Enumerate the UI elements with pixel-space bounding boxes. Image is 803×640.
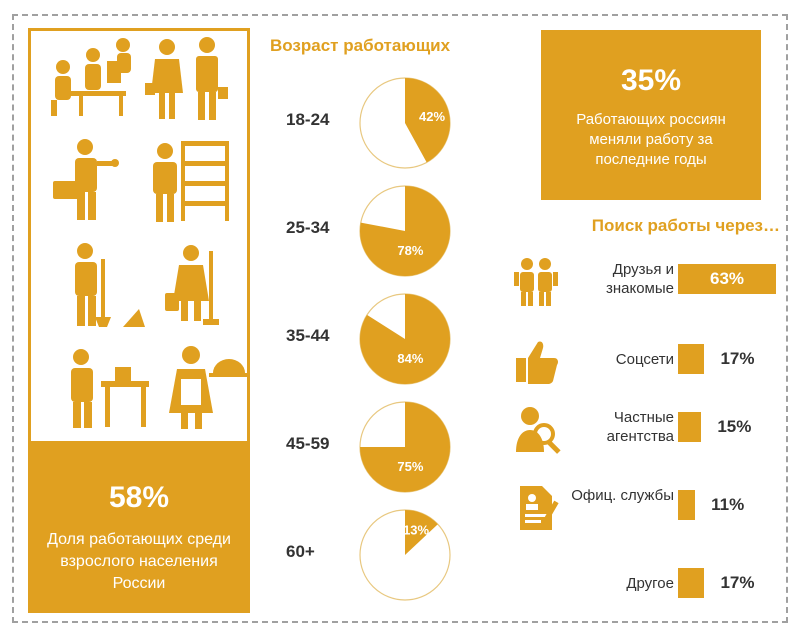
job-search-row: Соцсети 17% <box>512 336 782 396</box>
job-search-row: Офиц. службы 11% <box>512 482 782 542</box>
waitress-icon <box>169 346 247 429</box>
job-search-bar <box>678 490 696 520</box>
job-search-row: Друзья и знакомые 63% <box>512 256 782 316</box>
shop-assistant-icon <box>153 141 229 222</box>
age-pie-row: 35-44 84% <box>270 292 470 388</box>
office-workers-icon <box>51 38 131 116</box>
age-group-label: 25-34 <box>286 218 330 237</box>
job-search-row: Другое 17% <box>512 560 782 620</box>
friends-icon <box>514 258 558 306</box>
job-search-value-label: 17% <box>720 349 755 368</box>
pie-value-label: 84% <box>397 351 423 366</box>
pie-slice <box>405 78 450 163</box>
left-panel: 58% Доля работающих среди взрослого насе… <box>28 28 250 613</box>
age-group-label: 18-24 <box>286 110 330 129</box>
employment-share-value: 58% <box>108 481 170 514</box>
age-pie: 42% <box>359 77 451 169</box>
job-change-value: 35% <box>620 64 682 97</box>
pie-value-label: 42% <box>419 109 445 124</box>
job-search-category-label: Соцсети <box>615 351 674 368</box>
job-search-icon-wrap <box>512 404 562 456</box>
repairman-icon <box>53 139 119 220</box>
age-pie-row: 60+ 13% <box>270 508 470 604</box>
age-group-label: 45-59 <box>286 434 330 453</box>
job-search-bar <box>678 412 702 442</box>
pie-value-label: 78% <box>397 243 423 258</box>
job-search-icon-wrap <box>512 256 562 308</box>
janitor-icon <box>75 243 145 327</box>
job-search-value-label: 63% <box>709 269 745 288</box>
age-pie: 78% <box>359 185 451 277</box>
occupations-icons <box>31 31 247 441</box>
employment-share-label: Доля работающих среди взрослого населени… <box>47 531 231 592</box>
pie-slice <box>405 510 438 555</box>
job-search-bar <box>678 264 776 294</box>
pie-value-label: 75% <box>397 459 423 474</box>
age-pie: 13% <box>359 509 451 601</box>
age-group-label: 60+ <box>286 542 315 561</box>
job-search-category-label: Офиц. службы <box>571 487 674 504</box>
job-search-category-label: Другое <box>626 575 674 592</box>
craftsman-icon <box>71 349 149 428</box>
thumbs-up-icon <box>516 341 558 384</box>
age-pie: 75% <box>359 401 451 493</box>
pie-slice <box>360 186 450 276</box>
job-search-icon-wrap <box>512 336 562 388</box>
age-pie: 84% <box>359 293 451 385</box>
document-icon <box>520 486 559 530</box>
age-chart-title: Возраст работающих <box>270 36 451 55</box>
business-people-icon <box>145 37 228 120</box>
job-search-bar <box>678 568 705 598</box>
age-pie-row: 45-59 75% <box>270 400 470 496</box>
job-search-category-label: Друзья и знакомые <box>605 261 674 297</box>
job-search-title: Поиск работы через… <box>591 216 780 235</box>
job-search-category-label: Частные агентства <box>606 409 674 445</box>
job-search-value-label: 11% <box>711 495 745 514</box>
age-pie-row: 25-34 78% <box>270 184 470 280</box>
job-search-value-label: 15% <box>717 417 752 436</box>
pie-slice <box>360 402 450 492</box>
job-search-row: Частные агентства 15% <box>512 404 782 464</box>
job-change-label: Работающих россиян меняли работу за посл… <box>576 111 726 168</box>
job-search-icon-wrap <box>512 482 562 534</box>
job-search-bar <box>678 344 705 374</box>
age-group-label: 35-44 <box>286 326 330 345</box>
job-search-value-label: 17% <box>720 573 755 592</box>
age-pie-row: 18-24 42% <box>270 76 470 172</box>
agency-search-icon <box>516 407 561 454</box>
pie-value-label: 13% <box>403 522 429 537</box>
employment-share-stat: 58% Доля работающих среди взрослого насе… <box>28 441 250 613</box>
job-change-stat: 35% Работающих россиян меняли работу за … <box>541 30 761 200</box>
cleaner-icon <box>165 245 219 325</box>
pie-slice <box>360 294 450 384</box>
dashed-frame <box>12 14 788 623</box>
